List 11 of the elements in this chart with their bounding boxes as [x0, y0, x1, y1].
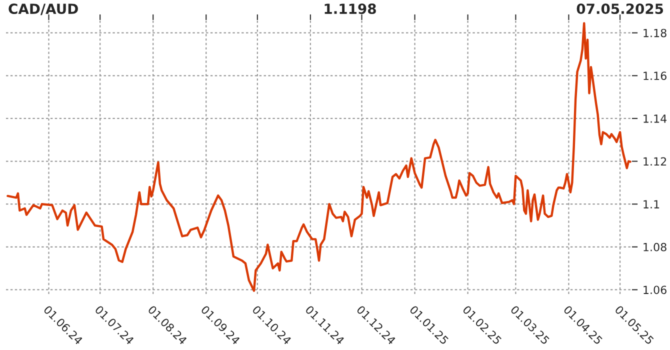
- y-tick-label: 1.06: [644, 286, 666, 294]
- chart-title: CAD/AUD: [8, 4, 78, 16]
- y-tick-label: 1.16: [644, 72, 666, 80]
- text: 07.05.2025: [576, 4, 664, 14]
- y-tick-label: 1.08: [644, 242, 666, 252]
- y-tick-label: 1.14: [644, 114, 667, 123]
- y-tick-label: 1.12: [644, 157, 666, 166]
- line-series: [6, 22, 632, 292]
- y-tick-label: 1.1: [644, 200, 660, 208]
- y-tick-label: 1.18: [644, 28, 666, 38]
- text: 1.1198: [324, 4, 376, 14]
